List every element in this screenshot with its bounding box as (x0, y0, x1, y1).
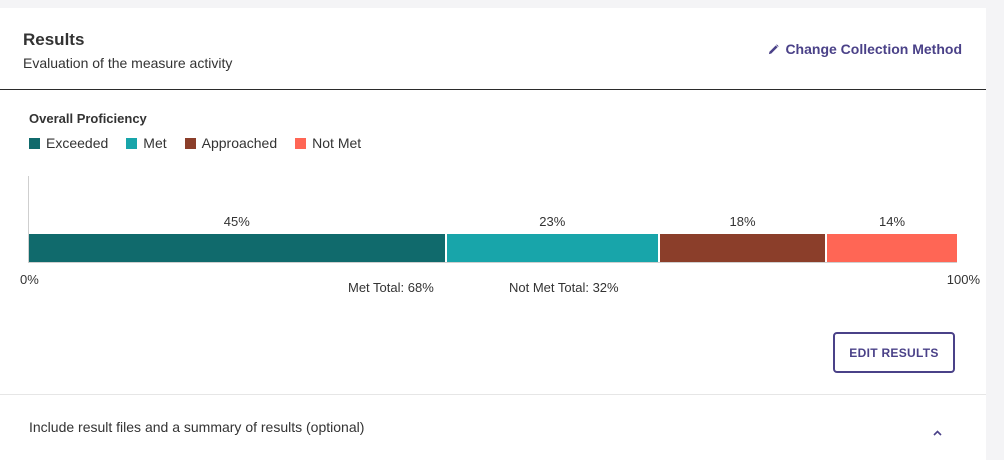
legend-item-not-met: Not Met (295, 135, 361, 151)
x-tick-min: 0% (20, 272, 39, 287)
y-axis-line (28, 176, 29, 262)
legend-swatch (126, 137, 138, 149)
pencil-icon (768, 43, 780, 55)
bar-value-label: 14% (879, 214, 906, 229)
change-collection-method-link[interactable]: Change Collection Method (768, 41, 962, 57)
legend-item-met: Met (126, 135, 167, 151)
page-title: Results (23, 30, 85, 49)
legend-swatch (184, 137, 196, 149)
legend-label: Not Met (312, 135, 362, 151)
legend-swatch (29, 137, 40, 149)
chevron-up-icon[interactable] (933, 423, 942, 441)
legend-item-exceeded: Exceeded (29, 135, 108, 151)
x-axis-line (28, 262, 957, 263)
bar-segment-exceeded: 45% (29, 214, 447, 263)
not-met-total-label: Not Met Total: 32% (509, 280, 619, 295)
edit-results-button[interactable]: EDIT RESULTS (833, 332, 955, 373)
stacked-bar: 45% 23% 18% 14% (29, 214, 957, 263)
bar-value-label: 45% (223, 214, 250, 229)
results-card: Results Evaluation of the measure activi… (0, 8, 986, 460)
legend-label: Met (143, 135, 167, 151)
legend-label: Approached (201, 135, 278, 151)
bar-value-label: 18% (729, 214, 756, 229)
chart-legend: Exceeded Met Approached Not Met (29, 135, 361, 151)
legend-swatch (295, 137, 307, 149)
accordion-label: Include result files and a summary of re… (29, 419, 365, 435)
bar-segment-not-met: 14% (827, 214, 957, 263)
bar-value-label: 23% (539, 214, 566, 229)
results-header: Results Evaluation of the measure activi… (0, 8, 986, 90)
proficiency-chart: 45% 23% 18% 14% 0% 100% Met Total: 68% Not … (20, 176, 980, 296)
page-subtitle: Evaluation of the measure activity (23, 55, 233, 71)
bar-segment-approached: 18% (660, 214, 828, 263)
proficiency-label: Overall Proficiency (29, 111, 147, 126)
legend-label: Exceeded (46, 135, 109, 151)
met-total-label: Met Total: 68% (348, 280, 434, 295)
change-collection-method-label: Change Collection Method (785, 41, 962, 57)
section-divider (0, 394, 986, 395)
bar-segment-met: 23% (446, 214, 661, 263)
result-files-accordion[interactable]: Include result files and a summary of re… (0, 395, 986, 460)
legend-item-approached: Approached (184, 135, 278, 151)
x-tick-max: 100% (946, 272, 980, 287)
